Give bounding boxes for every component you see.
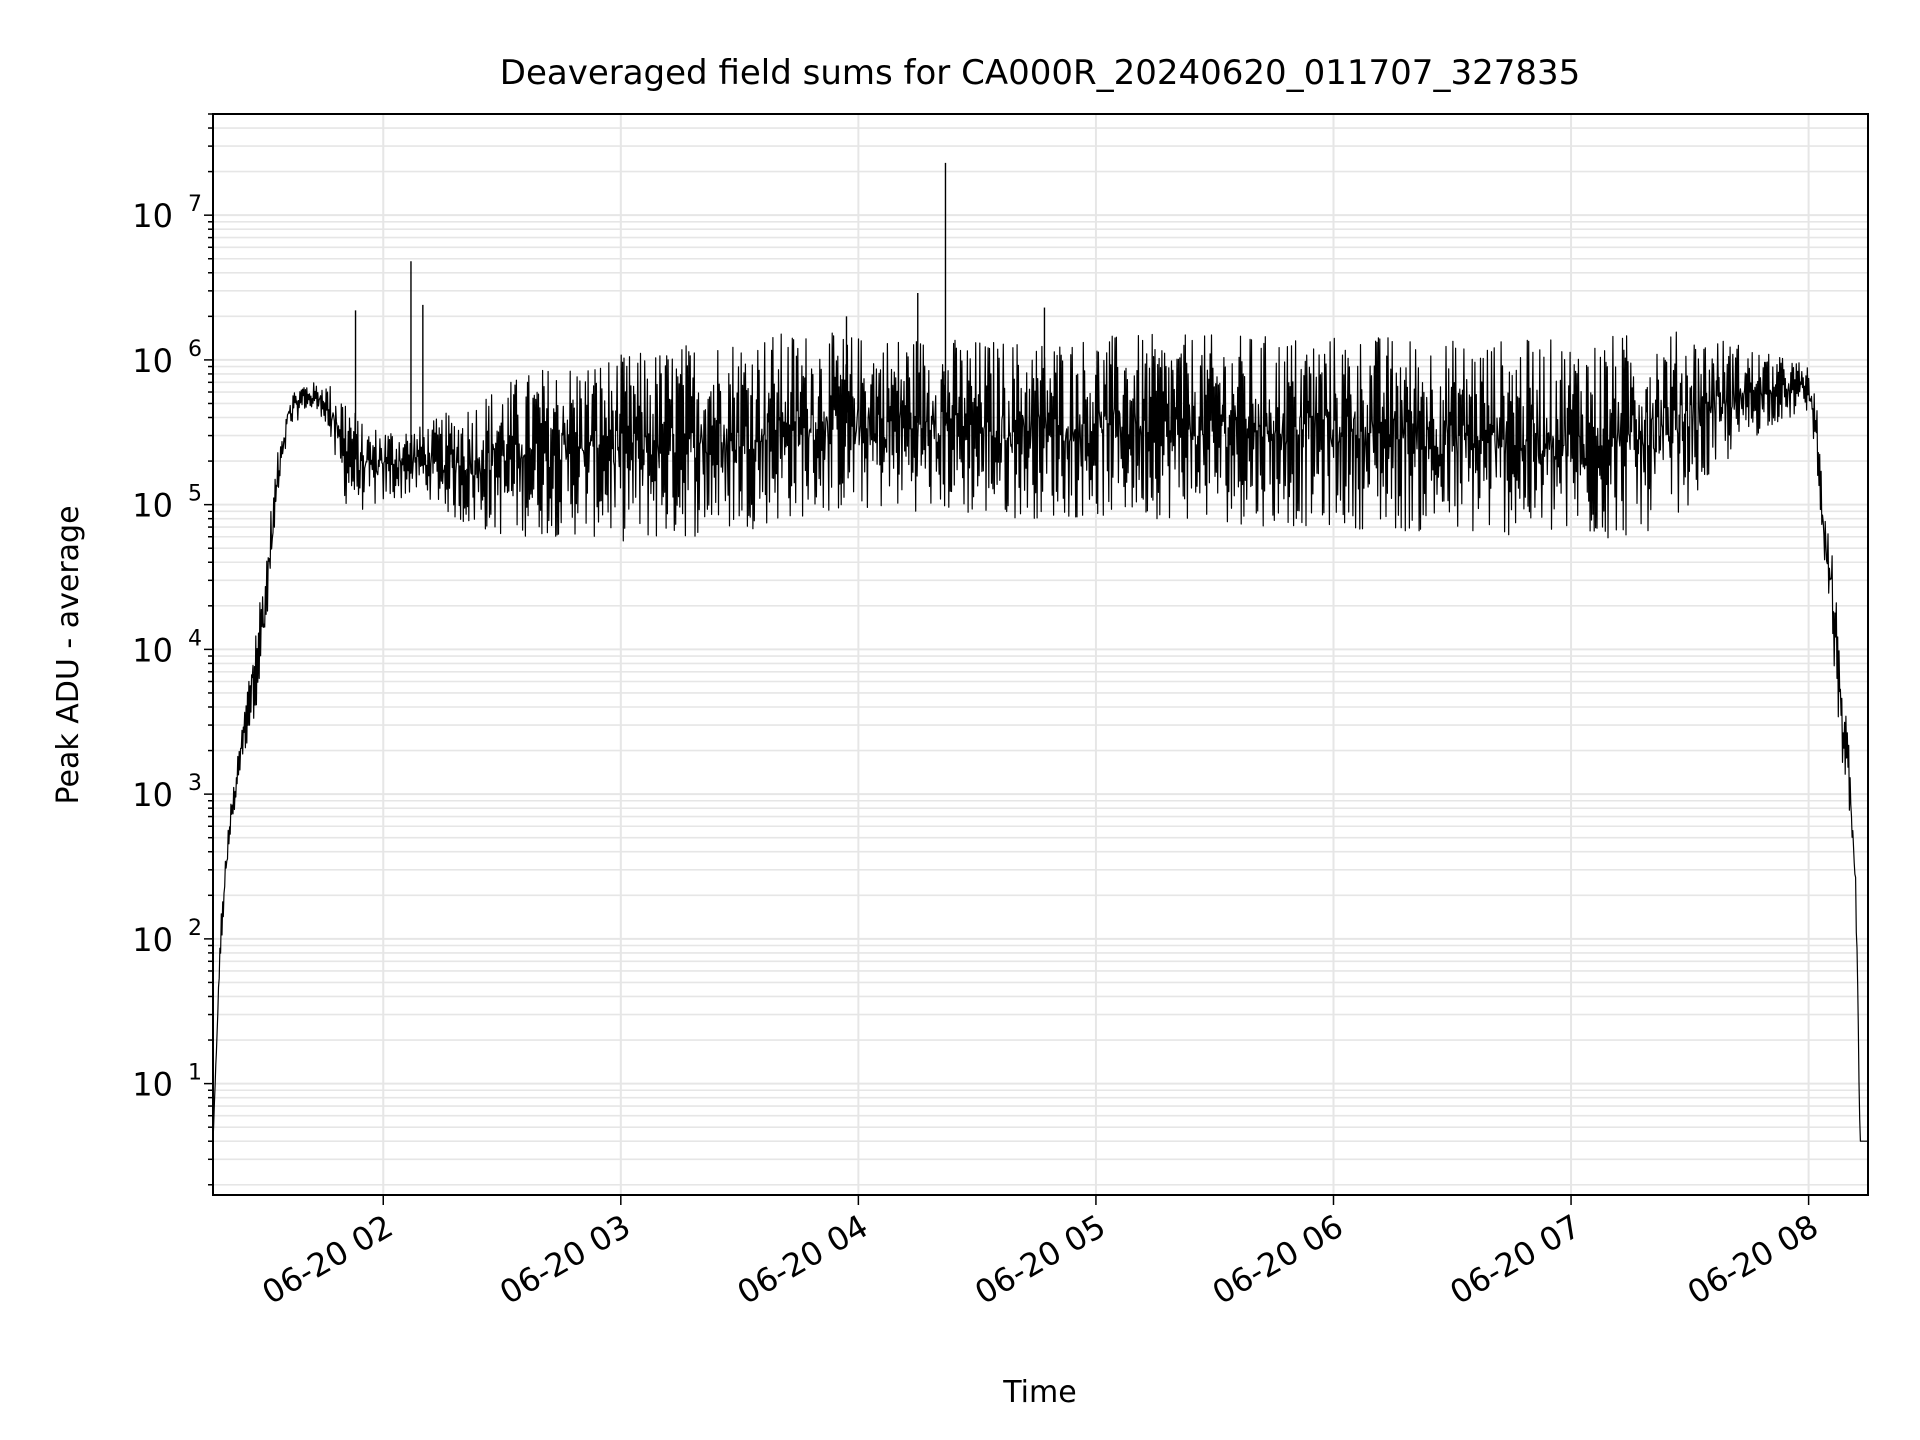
y-tick-label: 10	[132, 197, 173, 235]
y-tick-exponent: 7	[188, 192, 202, 217]
y-tick-exponent: 5	[188, 482, 202, 507]
chart-title: Deaveraged field sums for CA000R_2024062…	[500, 53, 1580, 93]
y-tick-exponent: 2	[188, 916, 202, 941]
y-tick-label: 10	[132, 921, 173, 959]
y-tick-label: 10	[132, 631, 173, 669]
y-tick-label: 10	[132, 776, 173, 814]
grid	[213, 113, 1868, 1195]
y-axis: 10 1 10 2 10 3 10 4 10 5 10 6 10 7	[132, 113, 213, 1186]
series-group	[212, 162, 1868, 1142]
x-axis-label: Time	[1002, 1375, 1076, 1410]
y-tick-exponent: 1	[188, 1061, 202, 1086]
y-tick-exponent: 6	[188, 337, 202, 362]
plot-frame	[212, 113, 1869, 1196]
series-line	[212, 331, 1868, 1142]
y-tick-label: 10	[132, 1066, 173, 1104]
y-tick-label: 10	[132, 342, 173, 380]
y-tick-exponent: 4	[188, 626, 202, 651]
y-tick-label: 10	[132, 487, 173, 525]
y-axis-label: Peak ADU - average	[51, 505, 86, 804]
y-tick-exponent: 3	[188, 771, 202, 796]
